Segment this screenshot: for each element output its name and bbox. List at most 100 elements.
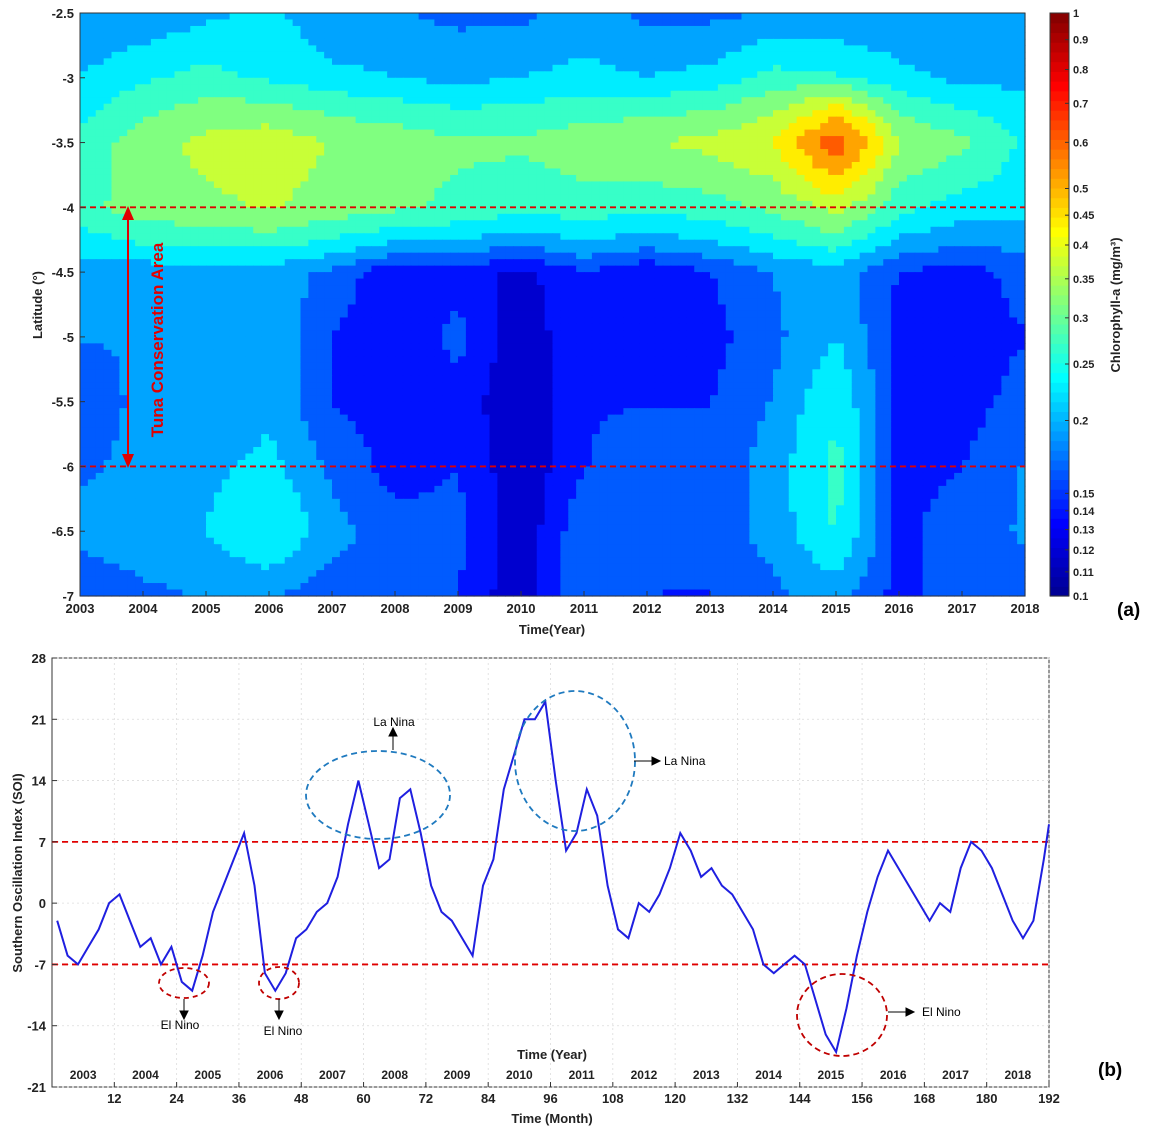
heatmap-cell <box>332 162 340 169</box>
heatmap-cell <box>568 110 576 117</box>
heatmap-cell <box>442 19 450 26</box>
heatmap-cell <box>907 181 915 188</box>
heatmap-cell <box>616 65 624 72</box>
heatmap-cell <box>553 84 561 91</box>
heatmap-cell <box>301 168 309 175</box>
heatmap-cell <box>560 162 568 169</box>
heatmap-cell <box>978 181 986 188</box>
heatmap-cell <box>852 58 860 65</box>
heatmap-cell <box>308 52 316 59</box>
heatmap-cell <box>584 181 592 188</box>
heatmap-cell <box>371 84 379 91</box>
heatmap-cell <box>812 130 820 137</box>
heatmap-cell <box>190 194 198 201</box>
heatmap-cell <box>623 39 631 46</box>
heatmap-cell <box>442 123 450 130</box>
heatmap-cell <box>206 91 214 98</box>
heatmap-cell <box>206 194 214 201</box>
heatmap-cell <box>875 65 883 72</box>
heatmap-cell <box>923 233 931 240</box>
heatmap-cell <box>521 110 529 117</box>
heatmap-cell <box>773 84 781 91</box>
heatmap-cell <box>757 194 765 201</box>
heatmap-cell <box>820 45 828 52</box>
heatmap-cell <box>497 110 505 117</box>
heatmap-cell <box>726 13 734 20</box>
heatmap-cell <box>718 136 726 143</box>
heatmap-cell <box>576 123 584 130</box>
heatmap-cell <box>482 240 490 247</box>
heatmap-cell <box>576 162 584 169</box>
heatmap-cell <box>663 58 671 65</box>
heatmap-cell <box>899 168 907 175</box>
heatmap-cell <box>1017 97 1025 104</box>
heatmap-cell <box>419 143 427 150</box>
heatmap-cell <box>190 52 198 59</box>
heatmap-cell <box>395 19 403 26</box>
heatmap-cell <box>899 117 907 124</box>
heatmap-cell <box>505 78 513 85</box>
heatmap-cell <box>773 32 781 39</box>
heatmap-cell <box>521 214 529 221</box>
heatmap-cell <box>915 78 923 85</box>
heatmap-cell <box>639 279 647 286</box>
heatmap-cell <box>182 13 190 20</box>
heatmap-cell <box>348 214 356 221</box>
heatmap-cell <box>931 181 939 188</box>
heatmap-cell <box>458 91 466 98</box>
heatmap-cell <box>190 110 198 117</box>
heatmap-cell <box>308 233 316 240</box>
heatmap-cell <box>427 123 435 130</box>
heatmap-cell <box>285 117 293 124</box>
heatmap-cell <box>387 136 395 143</box>
heatmap-cell <box>285 45 293 52</box>
heatmap-cell <box>308 181 316 188</box>
heatmap-cell <box>316 149 324 156</box>
heatmap-cell <box>466 71 474 78</box>
heatmap-cell <box>820 181 828 188</box>
heatmap-cell <box>734 110 742 117</box>
heatmap-cell <box>119 259 127 266</box>
heatmap-cell <box>679 194 687 201</box>
heatmap-cell <box>742 214 750 221</box>
heatmap-cell <box>907 13 915 20</box>
heatmap-cell <box>994 233 1002 240</box>
heatmap-cell <box>734 136 742 143</box>
heatmap-cell <box>419 45 427 52</box>
heatmap-cell <box>490 194 498 201</box>
heatmap-cell <box>190 136 198 143</box>
heatmap-cell <box>474 253 482 260</box>
heatmap-cell <box>230 45 238 52</box>
heatmap-cell <box>521 279 529 286</box>
heatmap-cell <box>293 168 301 175</box>
heatmap-cell <box>316 143 324 150</box>
heatmap-cell <box>545 175 553 182</box>
heatmap-cell <box>962 84 970 91</box>
heatmap-cell <box>159 123 167 130</box>
heatmap-cell <box>135 272 143 279</box>
heatmap-cell <box>119 110 127 117</box>
heatmap-cell <box>545 220 553 227</box>
heatmap-cell <box>497 240 505 247</box>
heatmap-cell <box>631 240 639 247</box>
heatmap-cell <box>167 19 175 26</box>
heatmap-cell <box>513 143 521 150</box>
heatmap-cell <box>1009 136 1017 143</box>
heatmap-cell <box>663 104 671 111</box>
heatmap-cell <box>198 19 206 26</box>
heatmap-cell <box>497 104 505 111</box>
heatmap-cell <box>490 240 498 247</box>
heatmap-cell <box>340 13 348 20</box>
heatmap-cell <box>513 279 521 286</box>
heatmap-cell <box>931 233 939 240</box>
heatmap-cell <box>285 136 293 143</box>
heatmap-cell <box>182 123 190 130</box>
heatmap-cell <box>222 266 230 273</box>
heatmap-cell <box>395 143 403 150</box>
heatmap-cell <box>828 123 836 130</box>
heatmap-cell <box>190 279 198 286</box>
heatmap-cell <box>96 272 104 279</box>
heatmap-cell <box>938 220 946 227</box>
heatmap-cell <box>379 123 387 130</box>
heatmap-cell <box>860 168 868 175</box>
